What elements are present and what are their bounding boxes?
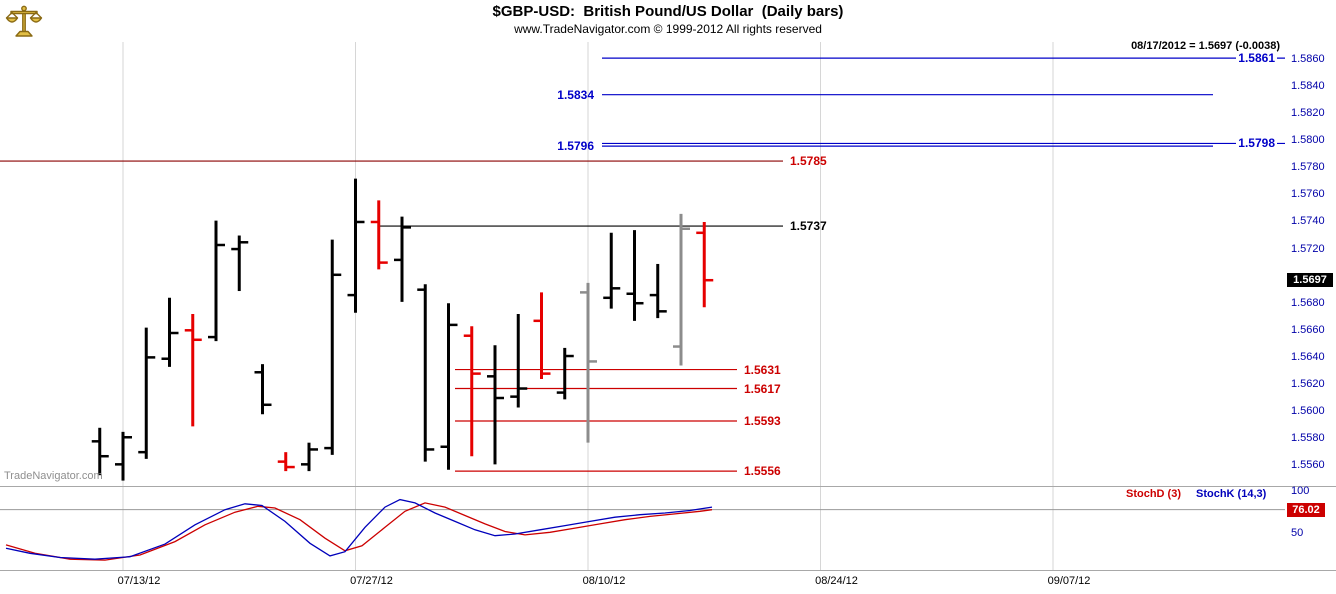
price-tick-1.5620: 1.5620 — [1291, 377, 1325, 390]
date-label: 07/13/12 — [117, 575, 161, 587]
date-label: 07/27/12 — [350, 575, 393, 587]
level-label-1.5785: 1.5785 — [790, 154, 827, 169]
level-label-1.5556: 1.5556 — [744, 464, 781, 479]
price-tick-1.5660: 1.5660 — [1291, 323, 1325, 336]
price-tick-1.5720: 1.5720 — [1291, 242, 1325, 255]
price-tick-1.5860: 1.5860 — [1291, 53, 1325, 65]
price-tick-1.5840: 1.5840 — [1291, 80, 1325, 93]
last-price-badge: 1.5697 — [1287, 273, 1333, 288]
watermark: TradeNavigator.com — [4, 470, 103, 482]
stoch-d-line — [5, 502, 713, 561]
scales-logo-icon — [5, 5, 43, 37]
date-label: 09/07/12 — [1047, 575, 1091, 587]
stoch-k-line — [5, 498, 713, 560]
price-tick-1.5780: 1.5780 — [1291, 161, 1325, 174]
level-label-1.5593: 1.5593 — [744, 414, 781, 429]
last-quote-label: 08/17/2012 = 1.5697 (-0.0038) — [1131, 40, 1280, 52]
level-label-1.5834: 1.5834 — [557, 87, 594, 102]
price-tick-1.5600: 1.5600 — [1291, 405, 1325, 418]
stoch-value-badge: 76.02 — [1287, 502, 1325, 517]
level-label-1.5617: 1.5617 — [744, 381, 781, 396]
chart-subtitle: www.TradeNavigator.com © 1999-2012 All r… — [514, 22, 822, 36]
level-label-1.5631: 1.5631 — [744, 362, 781, 377]
price-tick-1.5740: 1.5740 — [1291, 215, 1325, 228]
price-tick-1.5820: 1.5820 — [1291, 107, 1325, 120]
level-label-1.5798: 1.5798 — [1236, 136, 1277, 151]
price-tick-1.5560: 1.5560 — [1291, 459, 1325, 472]
stoch-k-label[interactable]: StochK (14,3) — [1196, 488, 1267, 500]
price-tick-1.5800: 1.5800 — [1291, 134, 1325, 147]
stoch-tick-50: 50 — [1291, 526, 1304, 539]
level-label-1.5861: 1.5861 — [1236, 51, 1277, 66]
price-tick-1.5680: 1.5680 — [1291, 296, 1325, 309]
price-tick-1.5760: 1.5760 — [1291, 188, 1325, 201]
date-label: 08/24/12 — [815, 575, 858, 587]
date-label: 08/10/12 — [582, 575, 626, 587]
stoch-tick-100: 100 — [1291, 484, 1310, 497]
chart-title: $GBP-USD: British Pound/US Dollar (Daily… — [492, 3, 844, 20]
level-label-1.5737: 1.5737 — [790, 219, 827, 234]
price-tick-1.5640: 1.5640 — [1291, 350, 1325, 363]
level-label-1.5796: 1.5796 — [557, 139, 594, 154]
price-tick-1.5580: 1.5580 — [1291, 432, 1325, 445]
stoch-d-label[interactable]: StochD (3) — [1126, 488, 1181, 500]
